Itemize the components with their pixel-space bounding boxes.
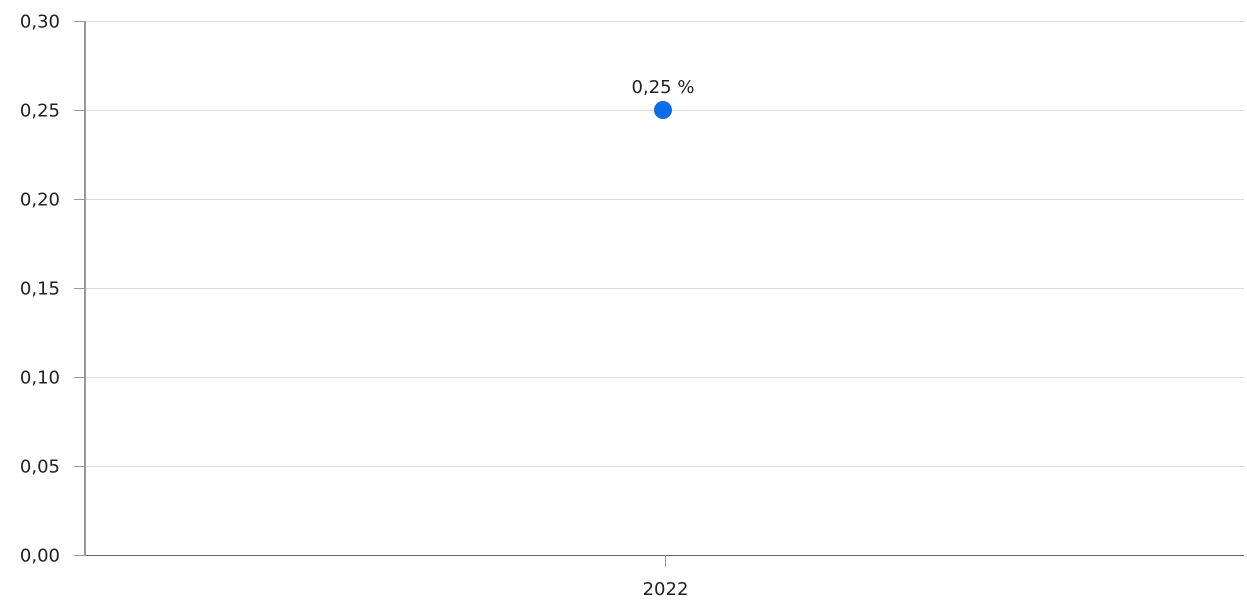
y-tick-label: 0,25 [20,101,60,122]
y-tick-label: 0,05 [20,457,60,478]
data-points [654,101,672,119]
x-tick-label: 2022 [643,579,689,600]
tick-labels: 0,00 0,05 0,10 0,15 0,20 0,25 0,30 2022 [20,12,688,601]
data-point [654,101,672,119]
y-tick-label: 0,30 [20,12,60,33]
data-labels: 0,25 % [632,77,695,98]
axes [74,21,1244,567]
data-label: 0,25 % [632,77,695,98]
y-tick-label: 0,20 [20,190,60,211]
y-tick-label: 0,15 [20,279,60,300]
y-tick-label: 0,00 [20,546,60,567]
y-tick-label: 0,10 [20,368,60,389]
